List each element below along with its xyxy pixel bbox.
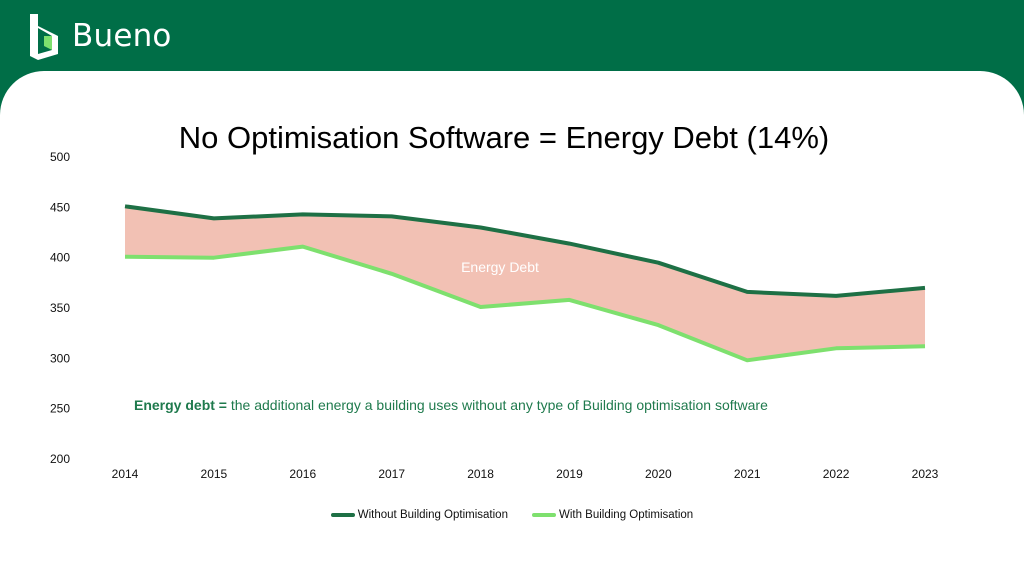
y-tick-label: 300 (50, 351, 70, 365)
x-tick-label: 2016 (289, 467, 316, 481)
x-tick-label: 2018 (467, 467, 494, 481)
energy-debt-area (125, 206, 925, 361)
y-tick-label: 200 (50, 452, 70, 466)
definition-text: the additional energy a building uses wi… (226, 397, 768, 413)
x-tick-label: 2021 (734, 467, 761, 481)
y-tick-label: 250 (50, 402, 70, 416)
x-tick-label: 2015 (201, 467, 228, 481)
legend-swatch-without (330, 513, 355, 517)
chart-title: No Optimisation Software = Energy Debt (… (178, 120, 830, 155)
x-tick-label: 2017 (378, 467, 405, 481)
legend-label-with: With Building Optimisation (558, 509, 694, 521)
brand-name: Bueno (72, 18, 172, 54)
chart-legend: Without Building Optimisation With Build… (0, 505, 1024, 525)
definition-term: Energy debt = (134, 397, 227, 413)
y-tick-label: 400 (50, 251, 70, 265)
x-axis: 2014 2015 2016 2017 2018 2019 2020 2021 2022 2023 (112, 467, 939, 481)
legend-item-with[interactable]: With Building Optimisation (531, 505, 694, 525)
x-tick-label: 2014 (112, 467, 139, 481)
series-line-without-optimisation (124, 204, 926, 298)
x-tick-label: 2022 (823, 467, 850, 481)
energy-debt-definition: Energy debt = the additional energy a bu… (134, 397, 768, 413)
bueno-logo-icon (30, 14, 58, 60)
y-axis: 500 450 400 350 300 250 200 (50, 150, 70, 466)
y-tick-label: 500 (50, 150, 70, 164)
x-tick-label: 2020 (645, 467, 672, 481)
energy-debt-label: Energy Debt (461, 259, 539, 275)
bueno-logo[interactable]: Bueno (24, 10, 172, 62)
legend-swatch-with (531, 513, 556, 517)
header-bar: Bueno (0, 0, 1024, 80)
y-tick-label: 450 (50, 200, 70, 214)
x-tick-label: 2019 (556, 467, 583, 481)
y-tick-label: 350 (50, 301, 70, 315)
legend-item-without[interactable]: Without Building Optimisation (330, 505, 508, 525)
series-line-with-optimisation (124, 244, 926, 363)
x-tick-label: 2023 (912, 467, 939, 481)
legend-label-without: Without Building Optimisation (357, 509, 508, 521)
